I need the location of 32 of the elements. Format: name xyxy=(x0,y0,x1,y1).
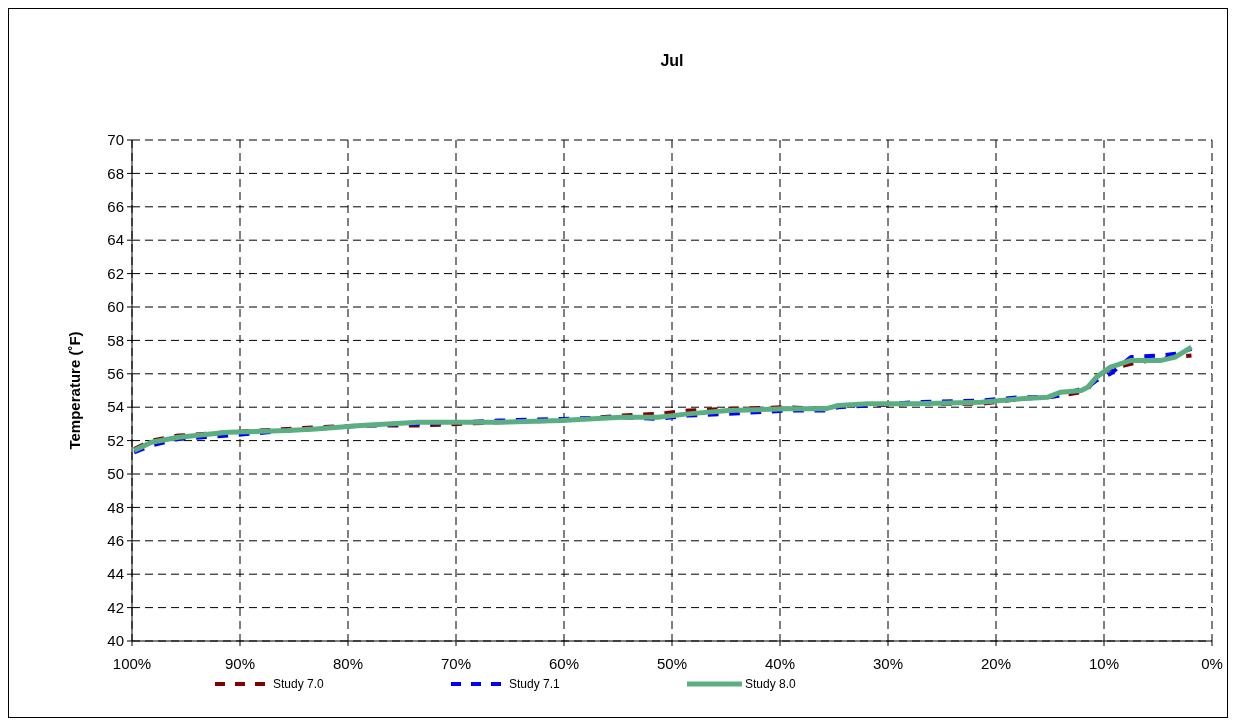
y-tick-label: 68 xyxy=(107,164,124,182)
legend-label: Study 7.0 xyxy=(273,677,325,692)
y-tick-label: 66 xyxy=(107,198,124,216)
y-tick-label: 52 xyxy=(107,431,124,449)
y-tick-label: 44 xyxy=(107,565,124,583)
x-tick-label: 80% xyxy=(332,655,364,672)
x-tick-label: 70% xyxy=(440,655,472,672)
y-tick-label: 62 xyxy=(107,264,124,282)
y-tick-label: 64 xyxy=(107,231,124,249)
x-tick-label: 10% xyxy=(1088,655,1120,672)
x-tick-label: 100% xyxy=(112,655,152,672)
legend-label: Study 8.0 xyxy=(745,677,797,692)
y-tick-label: 56 xyxy=(107,365,124,383)
y-tick-label: 50 xyxy=(107,465,124,483)
x-tick-label: 60% xyxy=(548,655,580,672)
x-tick-label: 0% xyxy=(1201,655,1223,672)
chart-title: Jul xyxy=(660,52,684,69)
y-tick-label: 58 xyxy=(107,331,124,349)
x-tick-label: 30% xyxy=(872,655,904,672)
x-tick-label: 20% xyxy=(980,655,1012,672)
x-tick-label: 50% xyxy=(656,655,688,672)
y-tick-label: 42 xyxy=(107,598,124,616)
y-tick-label: 60 xyxy=(107,298,124,316)
y-tick-label: 46 xyxy=(107,532,124,550)
y-tick-label: 40 xyxy=(107,632,124,650)
y-axis-title: Temperature (˚F) xyxy=(66,331,83,450)
y-tick-label: 70 xyxy=(107,131,124,149)
y-tick-label: 54 xyxy=(107,398,124,416)
y-tick-label: 48 xyxy=(107,498,124,516)
legend-label: Study 7.1 xyxy=(509,677,561,692)
x-tick-label: 90% xyxy=(224,655,256,672)
x-tick-label: 40% xyxy=(764,655,796,672)
